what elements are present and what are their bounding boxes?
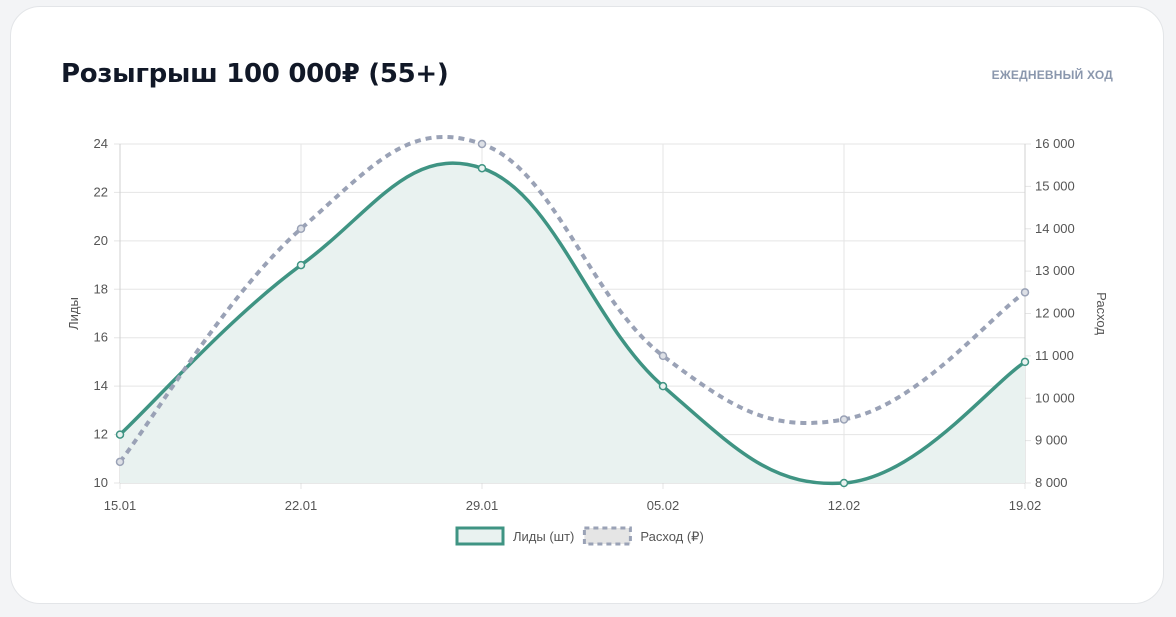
data-point — [296, 224, 306, 233]
x-tick: 15.01 — [104, 498, 137, 513]
y-right-label: Расход — [1094, 292, 1109, 335]
data-point — [658, 381, 668, 391]
y-left-label: Лиды — [66, 297, 81, 330]
x-tick: 05.02 — [647, 498, 680, 513]
y-left-tick: 22 — [94, 184, 108, 199]
x-tick: 29.01 — [466, 498, 499, 513]
data-point — [839, 478, 849, 488]
data-point — [1020, 357, 1030, 367]
y-right-tick: 16 000 — [1035, 136, 1075, 151]
y-left-tick: 14 — [94, 378, 108, 393]
chart-subtitle: ЕЖЕДНЕВНЫЙ ХОД — [991, 68, 1113, 82]
y-left-tick: 16 — [94, 330, 108, 345]
data-point — [477, 139, 487, 149]
data-point — [839, 415, 849, 424]
y-left-tick: 10 — [94, 475, 108, 490]
legend-label-0: Лиды (шт) — [513, 529, 574, 544]
legend-label-1: Расход (₽) — [640, 529, 703, 544]
y-right-tick: 8 000 — [1035, 475, 1068, 490]
data-point — [115, 430, 125, 439]
y-right-tick: 10 000 — [1035, 390, 1075, 405]
legend: Лиды (шт) Расход (₽) — [455, 526, 704, 546]
x-tick: 22.01 — [285, 498, 318, 513]
y-right-tick: 13 000 — [1035, 263, 1075, 278]
data-point — [1020, 288, 1030, 297]
data-point — [115, 457, 125, 467]
y-right-tick: 11 000 — [1035, 348, 1074, 363]
data-point — [296, 260, 306, 270]
y-left-tick: 20 — [94, 233, 108, 248]
series-area-0 — [120, 163, 1025, 484]
y-right-tick: 14 000 — [1035, 221, 1075, 236]
y-right-tick: 15 000 — [1035, 178, 1075, 193]
legend-swatch-1 — [582, 526, 632, 546]
data-point — [477, 163, 487, 173]
x-tick: 12.02 — [828, 498, 861, 513]
legend-swatch-0 — [455, 526, 505, 546]
y-right-tick: 9 000 — [1035, 433, 1068, 448]
data-point — [658, 351, 668, 361]
series-line-1 — [118, 134, 1027, 464]
x-tick: 19.02 — [1009, 498, 1042, 513]
y-right-tick: 12 000 — [1035, 306, 1075, 321]
page-title: Розыгрыш 100 000₽ (55+) — [61, 59, 449, 89]
y-left-tick: 24 — [94, 136, 108, 151]
y-left-tick: 12 — [94, 427, 108, 442]
y-left-tick: 18 — [94, 281, 108, 296]
series-line-0 — [118, 161, 1026, 486]
